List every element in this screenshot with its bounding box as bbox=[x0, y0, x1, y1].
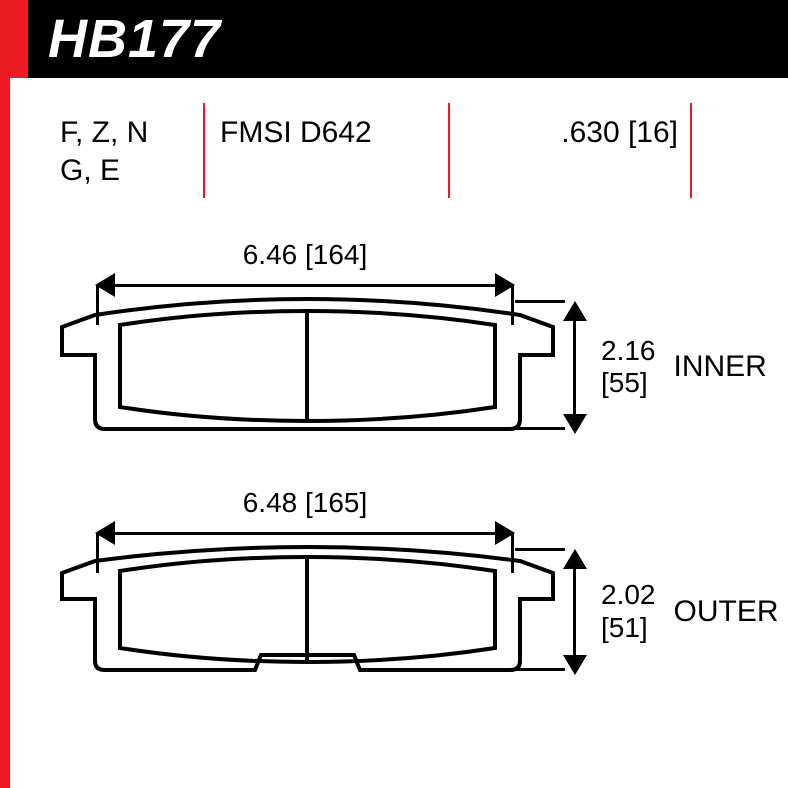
outer-width-arrow bbox=[95, 521, 515, 545]
spec-divider-1 bbox=[203, 103, 205, 198]
compound-codes: F, Z, N G, E bbox=[60, 114, 200, 189]
spec-divider-3 bbox=[690, 103, 692, 198]
inner-width-arrow bbox=[95, 273, 515, 297]
arrow-down-icon bbox=[563, 655, 587, 675]
thickness-spec: .630 [16] bbox=[430, 114, 758, 152]
inner-width-label: 6.46 [164] bbox=[243, 239, 368, 273]
outer-height-label: 2.02 [51] bbox=[601, 579, 656, 643]
extension-line bbox=[515, 548, 565, 551]
spec-row: F, Z, N G, E FMSI D642 .630 [16] bbox=[0, 78, 788, 189]
inner-width-dimension: 6.46 [164] bbox=[95, 239, 515, 297]
inner-height-mm: [55] bbox=[601, 367, 656, 399]
outer-height-in: 2.02 bbox=[601, 579, 656, 611]
inner-side-label: INNER bbox=[674, 350, 767, 384]
fmsi-code: FMSI D642 bbox=[200, 114, 430, 152]
outer-width-label: 6.48 [165] bbox=[243, 487, 368, 521]
dimension-line bbox=[573, 561, 576, 663]
inner-pad-row: 2.16 [55] INNER bbox=[60, 297, 788, 437]
inner-pad-outline bbox=[60, 297, 555, 437]
outer-pad-svg bbox=[60, 545, 555, 673]
diagram-area: 6.46 [164] bbox=[0, 239, 788, 678]
outer-pad-outline bbox=[60, 545, 555, 678]
part-number-title: HB177 bbox=[48, 8, 788, 70]
outer-pad-block: 6.48 [165] bbox=[60, 487, 788, 678]
compound-line-2: G, E bbox=[60, 152, 200, 190]
extension-line bbox=[515, 427, 565, 430]
inner-height-dimension: 2.16 [55] INNER bbox=[563, 301, 767, 434]
inner-height-label: 2.16 [55] bbox=[601, 335, 656, 399]
extension-line bbox=[515, 668, 565, 671]
spec-divider-2 bbox=[448, 103, 450, 198]
outer-side-label: OUTER bbox=[674, 595, 779, 629]
extension-line bbox=[515, 300, 565, 303]
outer-height-dimension: 2.02 [51] OUTER bbox=[563, 549, 779, 675]
inner-pad-block: 6.46 [164] bbox=[60, 239, 788, 437]
outer-width-dimension: 6.48 [165] bbox=[95, 487, 515, 545]
arrow-down-icon bbox=[563, 414, 587, 434]
outer-height-arrow bbox=[563, 549, 587, 675]
dimension-line bbox=[107, 532, 503, 535]
compound-line-1: F, Z, N bbox=[60, 114, 200, 152]
inner-height-in: 2.16 bbox=[601, 335, 656, 367]
dimension-line bbox=[107, 284, 503, 287]
header-accent bbox=[0, 0, 28, 78]
outer-height-mm: [51] bbox=[601, 612, 656, 644]
dimension-line bbox=[573, 313, 576, 422]
inner-height-arrow bbox=[563, 301, 587, 434]
inner-pad-svg bbox=[60, 297, 555, 432]
header-bar: HB177 bbox=[0, 0, 788, 78]
outer-pad-row: 2.02 [51] OUTER bbox=[60, 545, 788, 678]
